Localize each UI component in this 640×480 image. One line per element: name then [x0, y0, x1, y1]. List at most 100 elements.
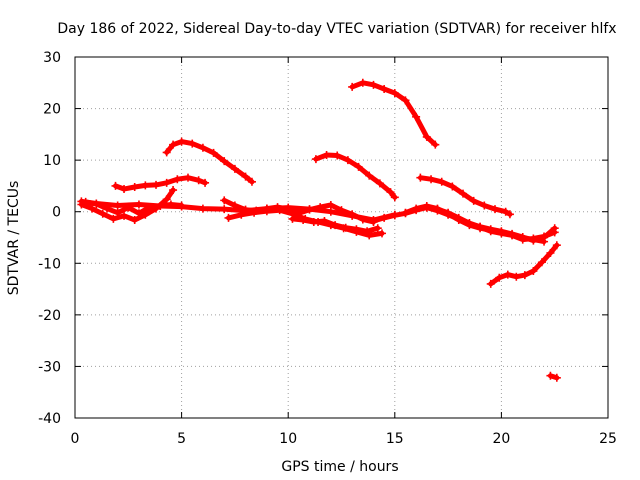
- data-point: [198, 204, 207, 213]
- series-arc-c: [311, 150, 399, 202]
- x-axis-label: GPS time / hours: [281, 459, 398, 475]
- data-point: [552, 373, 561, 382]
- data-point: [422, 203, 431, 212]
- data-point: [369, 216, 378, 225]
- data-point: [459, 189, 468, 198]
- data-point: [113, 201, 122, 210]
- data-point: [134, 200, 143, 209]
- data-point: [352, 225, 361, 234]
- data-point: [130, 182, 139, 191]
- data-point: [529, 267, 538, 276]
- data-point: [288, 214, 297, 223]
- data-point: [448, 182, 457, 191]
- data-point: [224, 213, 233, 222]
- data-point: [508, 231, 517, 240]
- data-point: [331, 221, 340, 230]
- data-point: [77, 200, 86, 209]
- data-point: [390, 211, 399, 220]
- x-tick-label: 15: [386, 431, 404, 447]
- data-point: [162, 148, 171, 157]
- data-point: [299, 215, 308, 224]
- data-point: [401, 208, 410, 217]
- data-point: [537, 258, 546, 267]
- series-arc-d: [416, 173, 514, 219]
- data-point: [81, 197, 90, 206]
- data-point: [130, 215, 139, 224]
- data-point: [326, 201, 335, 210]
- series-trace: [417, 175, 513, 217]
- data-point: [326, 207, 335, 216]
- data-point: [505, 210, 514, 219]
- data-point: [476, 223, 485, 232]
- data-point: [497, 229, 506, 238]
- data-point: [241, 172, 250, 181]
- data-point: [309, 218, 318, 227]
- data-point: [546, 371, 555, 380]
- data-point: [341, 223, 350, 232]
- series-trace: [83, 199, 185, 216]
- data-point: [169, 140, 178, 149]
- series-trace: [164, 139, 255, 185]
- data-point: [141, 181, 150, 190]
- data-point: [162, 195, 171, 204]
- series-trace: [113, 175, 208, 192]
- y-tick-label: 30: [43, 50, 61, 66]
- data-point: [173, 175, 182, 184]
- data-point: [145, 203, 154, 212]
- data-point: [88, 204, 97, 213]
- data-point: [98, 209, 107, 218]
- data-point: [177, 201, 186, 210]
- series-arc-e: [111, 173, 210, 194]
- y-tick-label: 10: [43, 153, 61, 169]
- data-point: [375, 179, 384, 188]
- series-arc-m: [288, 214, 382, 236]
- data-point: [201, 178, 210, 187]
- data-point: [529, 234, 538, 243]
- data-point: [169, 186, 178, 195]
- data-point: [194, 176, 203, 185]
- data-point: [454, 214, 463, 223]
- data-point: [444, 210, 453, 219]
- data-point: [316, 203, 325, 212]
- data-point: [177, 137, 186, 146]
- data-point: [380, 84, 389, 93]
- data-point: [305, 205, 314, 214]
- axis-ticks: 0 5 10 15 20 25 30 20 10 0 -10 -20 -30 -40: [38, 50, 617, 447]
- data-point: [378, 229, 387, 238]
- grid: [75, 57, 608, 418]
- x-tick-label: 25: [599, 431, 617, 447]
- data-point: [380, 213, 389, 222]
- series-arc-j: [81, 197, 186, 218]
- data-point: [552, 241, 561, 250]
- data-point: [162, 178, 171, 187]
- data-point: [373, 224, 382, 233]
- data-point: [337, 206, 346, 215]
- y-tick-label: 0: [52, 205, 61, 221]
- series-arc-a: [162, 137, 256, 186]
- data-point: [550, 228, 559, 237]
- data-point: [390, 89, 399, 98]
- chart-title: Day 186 of 2022, Sidereal Day-to-day VTE…: [57, 21, 616, 37]
- data-point: [486, 279, 495, 288]
- data-point: [113, 208, 122, 217]
- data-point: [120, 185, 129, 194]
- data-point: [220, 157, 229, 166]
- data-point: [465, 220, 474, 229]
- data-point: [437, 177, 446, 186]
- data-point: [431, 140, 440, 149]
- y-tick-label: -40: [38, 411, 61, 427]
- data-point: [311, 155, 320, 164]
- series-arc-p: [422, 203, 559, 244]
- data-point: [348, 82, 357, 91]
- data-point: [322, 150, 331, 159]
- data-point: [250, 208, 259, 217]
- data-point: [109, 214, 118, 223]
- data-point: [427, 175, 436, 184]
- data-point: [358, 215, 367, 224]
- data-point: [92, 199, 101, 208]
- data-point: [412, 112, 421, 121]
- data-point: [390, 193, 399, 202]
- data-point: [369, 80, 378, 89]
